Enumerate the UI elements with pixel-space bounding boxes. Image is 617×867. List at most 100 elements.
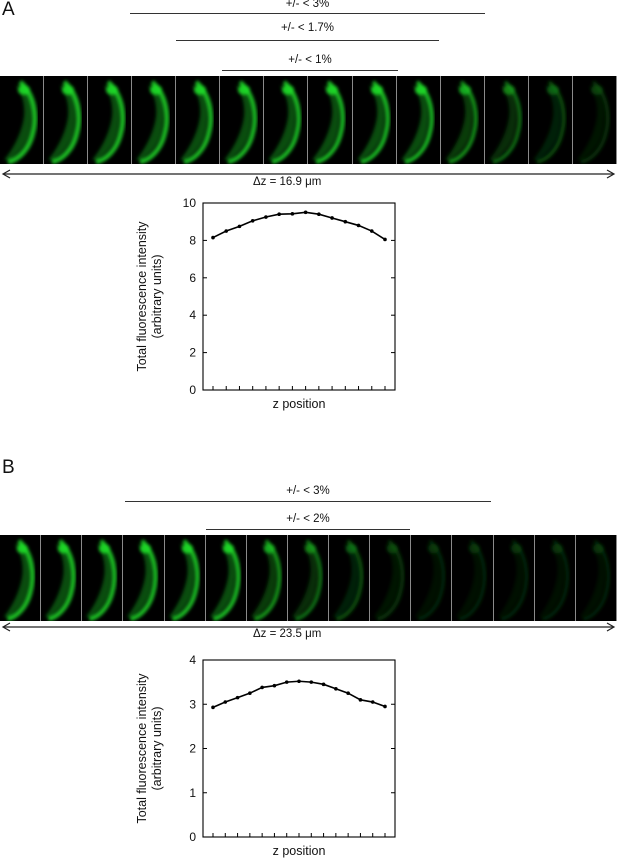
chart-a-data-point <box>383 237 387 242</box>
chart-b-data-point <box>272 683 277 688</box>
chart-a-y-tick-label: 0 <box>189 383 196 397</box>
micrograph-frame <box>411 535 453 621</box>
micrograph-frame <box>452 535 494 621</box>
chart-b-data-point <box>321 682 326 687</box>
panel-b: B +/- < 3% +/- < 2% Δz = 23.5 μm 0 1 2 3 4 z … <box>0 455 617 867</box>
chart-b-series-line <box>212 680 386 709</box>
chart-b-data-point <box>211 705 215 710</box>
chart-a-y-tick-label: 4 <box>189 308 196 322</box>
chart-a-data-point <box>211 235 215 240</box>
chart-a-y-tick-label: 8 <box>189 233 196 247</box>
chart-a-plot-frame <box>202 202 396 391</box>
micrograph-frame <box>493 535 535 621</box>
chart-b-y-tick-label: 1 <box>189 786 196 800</box>
chart-b-data-point <box>309 680 314 684</box>
panel-a: A +/- < 3% +/- < 1.7% +/- < 1% Δz = 16.9… <box>0 0 617 411</box>
micrograph-frame <box>287 535 329 621</box>
chart-a-x-axis-label: z position <box>273 397 326 411</box>
chart-b-data-point <box>346 691 350 695</box>
chart-a-data-point <box>330 216 334 220</box>
chart-a-y-tick-label: 10 <box>183 196 197 210</box>
chart-a-data-point <box>356 223 361 228</box>
range-line-a-3 <box>222 70 398 71</box>
range-line-b-2 <box>206 529 410 530</box>
image-strip-b <box>0 535 617 621</box>
chart-a-data-point <box>264 215 268 219</box>
dz-label-b: Δz = 23.5 μm <box>253 628 322 640</box>
image-strip-a <box>0 76 617 164</box>
micrograph-frame <box>132 76 177 164</box>
micrograph-frame <box>572 76 617 164</box>
chart-b-y-axis-label: (arbitrary units) <box>150 706 164 790</box>
chart-b-data-point <box>248 691 252 695</box>
micrograph-frame <box>176 76 221 164</box>
chart-b-data-point <box>223 700 228 704</box>
micrograph-frame <box>205 535 247 621</box>
chart-a-series-line <box>212 211 386 241</box>
chart-b-data-point <box>358 698 363 702</box>
chart-b-data-point <box>370 700 375 704</box>
chart-a-data-point <box>343 219 348 224</box>
chart-a-data-point <box>303 210 308 215</box>
micrograph-frame <box>528 76 573 164</box>
dz-label-a: Δz = 16.9 μm <box>253 176 322 188</box>
micrograph-frame <box>44 76 89 164</box>
micrograph-frame <box>246 535 288 621</box>
micrograph-frame <box>164 535 206 621</box>
micrograph-frame <box>41 535 83 621</box>
chart-b-data-point <box>284 680 289 684</box>
range-label-a-3: +/- < 1% <box>288 54 332 66</box>
micrograph-frame <box>534 535 576 621</box>
micrograph-frame <box>370 535 412 621</box>
chart-a-y-axis-label: Total fluorescence intensity <box>135 221 149 372</box>
chart-b-y-axis-label: Total fluorescence intensity <box>135 673 149 824</box>
chart-b-data-point <box>235 695 240 700</box>
micrograph-frame <box>82 535 124 621</box>
chart-a-data-point <box>317 212 321 217</box>
micrograph-frame <box>264 76 309 164</box>
range-line-a-2 <box>176 40 439 41</box>
micrograph-frame <box>88 76 133 164</box>
chart-a-data-point <box>277 212 281 217</box>
chart-a-y-axis-label: (arbitrary units) <box>150 254 164 338</box>
range-label-a-1: +/- < 3% <box>285 0 330 10</box>
chart-b-y-tick-label: 0 <box>189 830 196 844</box>
micrograph-frame <box>484 76 529 164</box>
chart-b-y-tick-label: 4 <box>189 653 196 667</box>
range-label-b-1: +/- < 3% <box>286 485 330 497</box>
range-label-b-2: +/- < 2% <box>286 513 330 525</box>
chart-a-data-point <box>250 218 255 223</box>
micrograph-frame <box>575 535 617 621</box>
chart-b-x-axis-label: z position <box>273 844 326 858</box>
micrograph-frame <box>0 535 42 621</box>
chart-b-data-point <box>260 685 264 690</box>
panel-b-letter: B <box>2 457 15 478</box>
panel-a-letter: A <box>2 0 15 20</box>
chart-b-data-point <box>334 686 338 691</box>
chart-a-data-point <box>290 212 295 216</box>
chart-b: 0 1 2 3 4 z position Total fluorescence intens… <box>135 653 396 858</box>
chart-b-data-point <box>297 679 301 684</box>
chart-b-plot-frame <box>202 659 396 838</box>
chart-a-y-tick-label: 6 <box>189 271 196 285</box>
micrograph-frame <box>220 76 265 164</box>
micrograph-frame <box>308 76 353 164</box>
micrograph-frame <box>329 535 371 621</box>
chart-a-y-tick-label: 2 <box>189 346 196 360</box>
chart-a: 0 2 4 6 8 10 z position Total fluorescence inte… <box>135 196 396 411</box>
range-label-a-2: +/- < 1.7% <box>280 22 335 34</box>
micrograph-frame <box>0 76 45 164</box>
chart-b-data-point <box>383 704 387 709</box>
chart-b-y-tick-label: 2 <box>189 742 196 756</box>
chart-a-data-point <box>237 224 242 229</box>
range-line-a-1 <box>130 13 485 14</box>
dz-arrow-b <box>1 622 616 632</box>
chart-a-data-point <box>224 229 229 233</box>
chart-a-data-point <box>369 229 374 233</box>
micrograph-frame <box>440 76 485 164</box>
range-line-b-1 <box>125 501 491 502</box>
micrograph-frame <box>396 76 441 164</box>
micrograph-frame <box>123 535 165 621</box>
chart-b-y-tick-label: 3 <box>189 697 196 711</box>
dz-arrow-a <box>1 169 616 179</box>
